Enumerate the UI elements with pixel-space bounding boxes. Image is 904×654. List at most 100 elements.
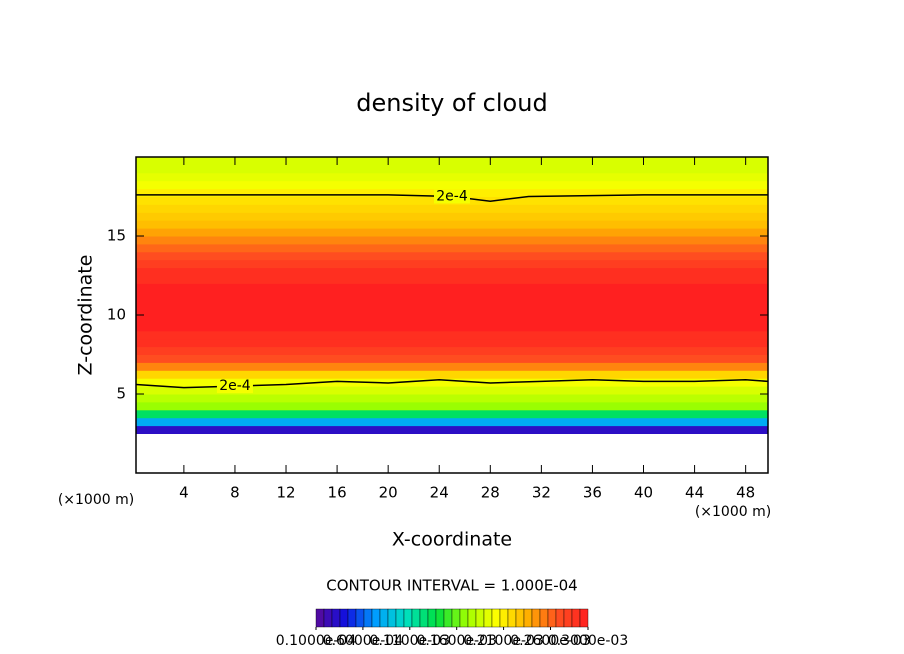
colorbar-cell [499,608,509,628]
colorbar-cell [363,608,373,628]
x-unit: (×1000 m) [695,504,771,520]
contour-interval: CONTOUR INTERVAL = 1.000E-04 [326,577,577,595]
colorbar-cell [355,608,365,628]
colorbar-cell [339,608,349,628]
contour-label-bg [434,189,470,204]
field-band [136,212,768,221]
colorbar-cell [523,608,533,628]
colorbar-cell [507,608,517,628]
y-unit: (×1000 m) [58,492,134,508]
x-tick-label: 8 [230,484,240,502]
colorbar-label: 0.1600e-03 [416,633,496,649]
y-tick-label: 5 [116,385,126,403]
x-tick-label: 44 [685,484,704,502]
colorbar-label: 0.1100e-03 [370,633,450,649]
colorbar-cell [451,608,461,628]
colorbar-cell [531,608,541,628]
colorbar-label: 0.3000e-03 [548,633,628,649]
colorbar-cell [427,608,437,628]
colorbar-cell [483,608,493,628]
field-band [136,172,768,182]
field-band [136,409,768,419]
colorbar-label: 0.6000e-04 [323,633,404,649]
field-band [136,180,768,190]
chart-title: density of cloud [356,89,547,117]
colorbar-cell [395,608,405,628]
x-tick-label: 48 [736,484,755,502]
field-band [136,338,768,348]
y-tick-label: 15 [107,227,126,245]
field-band [136,322,768,332]
contour-label: 2e-4 [219,378,251,394]
colorbar-cell [571,608,581,628]
x-tick-label: 36 [583,484,602,502]
x-tick-label: 4 [179,484,189,502]
field-band [136,220,768,229]
colorbar-label: 0.2100e-03 [463,633,543,649]
field-band [136,307,768,316]
contour-label: 2e-4 [436,189,468,205]
field-band [136,243,768,253]
field-band [136,291,768,300]
x-tick-label: 28 [481,484,500,502]
contour-line [136,194,768,202]
colorbar-cell [371,608,381,628]
x-tick-label: 32 [532,484,551,502]
colorbar-cell [579,608,589,628]
field-band [136,236,768,245]
field-band [136,251,768,261]
field-band [136,330,768,340]
field-band [136,275,768,284]
colorbar-cell [387,608,397,628]
y-axis-label: Z-coordinate [75,255,97,376]
field-band [136,299,768,308]
colorbar-cell [435,608,445,628]
field-band [136,164,768,174]
colorbar-cell [539,608,549,628]
field-band [136,417,768,427]
field-band [136,370,768,379]
field-band [136,378,768,387]
x-tick-label: 12 [276,484,295,502]
x-tick-label: 16 [328,484,347,502]
colorbar-label: 0.2600e-03 [510,633,590,649]
field-band [136,394,768,403]
colorbar-cell [475,608,485,628]
colorbar-cell [563,608,573,628]
field-band [136,315,768,324]
field-band [136,228,768,237]
field-band [136,157,768,166]
colorbar-cell [467,608,477,628]
colorbar-label: 0.1000e-04 [276,633,357,649]
colorbar-cell [443,608,453,628]
field-band [136,267,768,276]
x-tick-label: 24 [430,484,449,502]
field-band [136,204,768,213]
colorbar-cell [515,608,525,628]
x-tick-label: 40 [634,484,653,502]
colorbar-cell [419,608,429,628]
x-axis-label: X-coordinate [392,529,512,551]
colorbar-cell [347,608,357,628]
field-band [136,362,768,371]
x-tick-label: 20 [379,484,398,502]
colorbar-cell [403,608,413,628]
field-band [136,259,768,269]
field-band [136,386,768,395]
colorbar-cell [491,608,501,628]
field-band [136,354,768,363]
colorbar-cell [331,608,341,628]
field-band [136,425,768,434]
colorbar-cell [315,608,325,628]
colorbar-cell [379,608,389,628]
contour-label-bg [216,379,253,394]
colorbar-cell [555,608,565,628]
colorbar-cell [411,608,421,628]
field-band [136,401,768,411]
colorbar-cell [547,608,557,628]
field-band [136,346,768,355]
y-tick-label: 10 [107,306,126,324]
colorbar-cell [459,608,469,628]
field-band [136,283,768,292]
